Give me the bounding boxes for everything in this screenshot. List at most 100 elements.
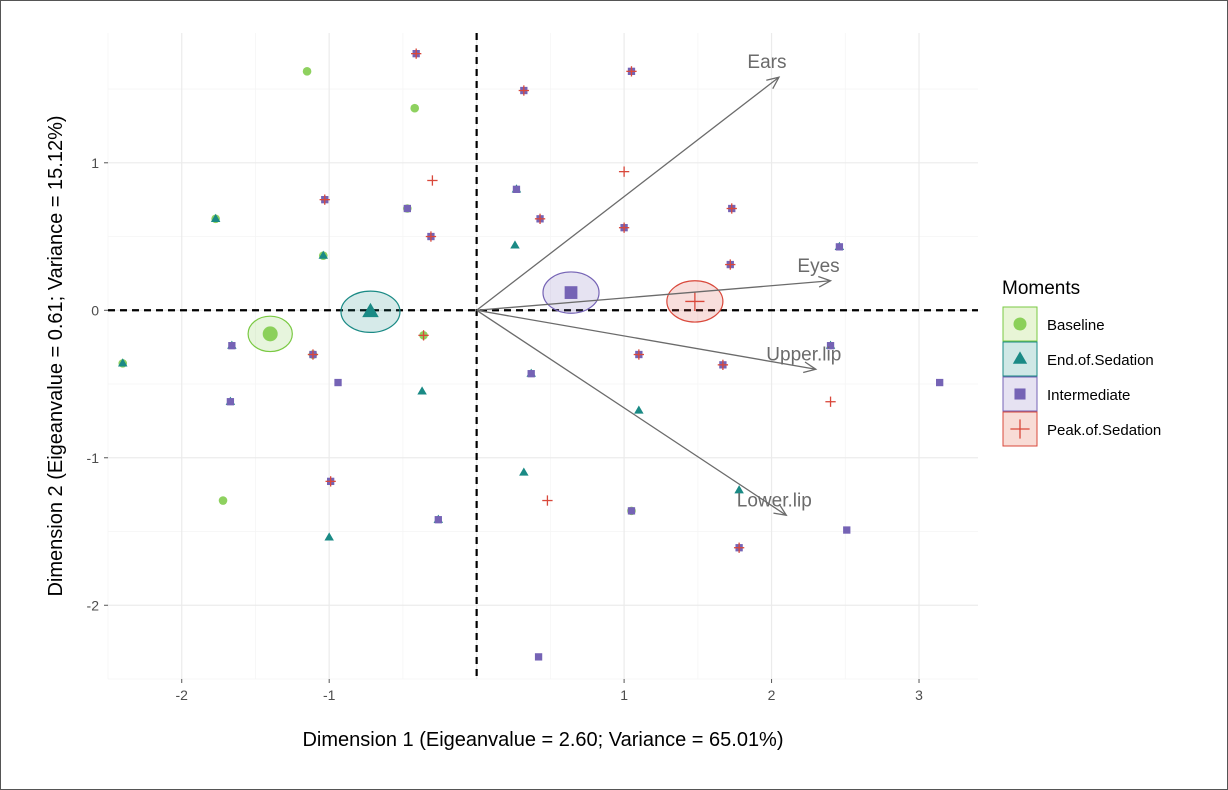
data-point (418, 330, 429, 341)
legend-item-intermediate: Intermediate (1002, 376, 1130, 412)
centroid-intermediate (564, 286, 578, 299)
point-end-of-sedation (734, 485, 744, 494)
arrow-eyes: Eyes (476, 256, 840, 311)
data-point (510, 240, 520, 249)
y-axis-title: Dimension 2 (Eigeanvalue = 0.61; Varianc… (45, 115, 67, 596)
legend-key (1002, 376, 1038, 412)
data-point (518, 85, 529, 96)
point-peak-of-sedation (319, 194, 330, 205)
data-point (225, 396, 236, 406)
legend-item-baseline: Baseline (1002, 306, 1105, 342)
point-baseline (410, 103, 420, 113)
variable-label: Upper.lip (766, 344, 841, 365)
data-point (307, 349, 319, 360)
legend-symbol (1012, 351, 1028, 364)
plot-panel (108, 33, 978, 679)
point-baseline (302, 67, 312, 76)
y-tick-label: -2 (87, 597, 100, 613)
reference-lines (108, 33, 978, 679)
data-point (218, 496, 228, 505)
data-point (734, 485, 744, 494)
y-axis-ticks: 1 0 -1 -2 (87, 155, 108, 613)
point-peak-of-sedation (307, 349, 319, 360)
data-point (425, 231, 437, 242)
data-point (633, 349, 645, 360)
data-point (410, 103, 420, 113)
data-point (618, 166, 630, 177)
data-point (534, 213, 546, 224)
data-point (227, 340, 237, 350)
data-point (318, 250, 329, 261)
point-peak-of-sedation (534, 213, 546, 224)
point-end-of-sedation (417, 386, 427, 395)
legend-label: End.of.Sedation (1047, 352, 1154, 369)
data-point (433, 514, 444, 524)
x-tick-label: 1 (620, 687, 628, 703)
data-point (334, 378, 342, 387)
data-point (534, 653, 543, 661)
x-axis-title: Dimension 1 (Eigeanvalue = 2.60; Varianc… (302, 729, 783, 751)
point-peak-of-sedation (825, 396, 836, 407)
legend-label: Peak.of.Sedation (1047, 422, 1161, 439)
data-point (542, 495, 553, 506)
legend-symbol (1010, 419, 1030, 439)
y-tick-label: 1 (91, 155, 99, 171)
point-peak-of-sedation (626, 66, 637, 77)
legend-symbol (1014, 388, 1026, 400)
legend-item-end-of-sedation: End.of.Sedation (1002, 341, 1154, 377)
data-point (319, 194, 330, 205)
data-point (210, 213, 221, 224)
centroid-baseline (262, 326, 278, 342)
centroid-end-of-sedation (362, 302, 379, 318)
data-point (626, 66, 637, 77)
point-peak-of-sedation (725, 259, 736, 270)
data-point (733, 542, 745, 553)
point-peak-of-sedation (633, 349, 645, 360)
point-peak-of-sedation (427, 175, 438, 186)
data-point (118, 358, 128, 368)
point-baseline (218, 496, 228, 505)
data-point (834, 241, 845, 251)
point-end-of-sedation (510, 240, 520, 249)
point-end-of-sedation (118, 358, 128, 367)
point-peak-of-sedation (411, 48, 422, 59)
point-end-of-sedation (634, 405, 644, 414)
point-intermediate (936, 378, 944, 387)
data-point (519, 467, 529, 476)
arrow-upper-lip: Upper.lip (476, 309, 841, 374)
minor-gridlines (107, 33, 978, 680)
point-peak-of-sedation (726, 203, 737, 214)
data-point (403, 204, 412, 213)
variable-label: Lower.lip (737, 490, 812, 511)
variable-arrows: Ears Eyes Upper.lip Lower.lip (476, 52, 841, 517)
point-end-of-sedation (324, 532, 334, 541)
data-point (411, 48, 422, 59)
point-peak-of-sedation (733, 542, 745, 553)
data-point (825, 340, 836, 350)
legend-label: Intermediate (1047, 387, 1130, 404)
data-point (843, 526, 851, 534)
arrow-lower-lip: Lower.lip (476, 309, 812, 517)
point-intermediate (228, 342, 236, 350)
data-point (324, 532, 334, 541)
legend-title: Moments (1002, 278, 1080, 299)
point-end-of-sedation (318, 250, 329, 259)
data-point (717, 359, 729, 371)
point-intermediate (512, 185, 521, 193)
point-intermediate (843, 526, 851, 534)
group-centroids (262, 286, 705, 342)
point-peak-of-sedation (425, 231, 437, 242)
point-intermediate (226, 398, 235, 406)
data-point (526, 368, 536, 378)
point-intermediate (334, 378, 342, 387)
legend-item-peak-of-sedation: Peak.of.Sedation (1002, 411, 1161, 447)
data-point (618, 222, 630, 233)
point-peak-of-sedation (618, 222, 630, 233)
variable-label: Eyes (797, 256, 839, 277)
data-point (936, 378, 944, 387)
legend-key (1002, 411, 1038, 447)
data-point (627, 506, 636, 516)
y-tick-label: -1 (87, 450, 100, 466)
data-point (302, 67, 312, 76)
